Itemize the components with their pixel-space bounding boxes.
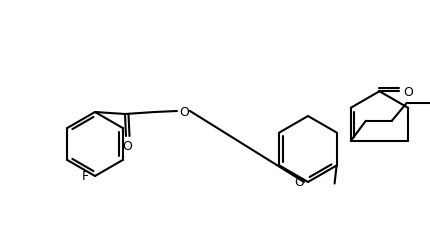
Text: F: F <box>81 170 88 183</box>
Text: O: O <box>402 85 412 98</box>
Text: O: O <box>178 105 188 118</box>
Text: O: O <box>293 176 303 189</box>
Text: O: O <box>122 139 132 152</box>
